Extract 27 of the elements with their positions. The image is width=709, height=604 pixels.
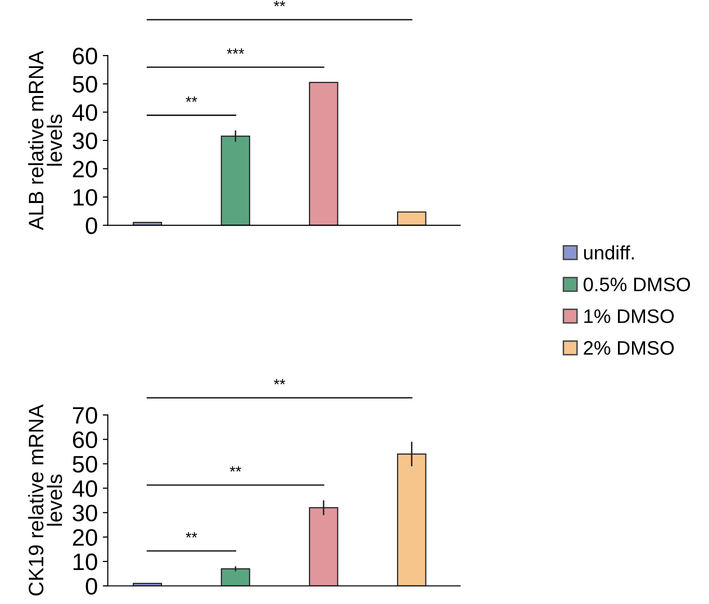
text: ** — [274, 379, 286, 384]
y-tick-label: 30 — [72, 504, 98, 522]
text: ** — [274, 0, 286, 6]
y-tick-label: 70 — [72, 407, 98, 424]
y-tick-label: 40 — [72, 104, 98, 121]
y-tick-label: 60 — [72, 431, 98, 448]
y-tick-label: 20 — [72, 160, 98, 178]
y-tick-label: 50 — [72, 456, 98, 473]
annotation: ** — [230, 466, 242, 472]
text: *** — [226, 48, 244, 54]
legend-label: 2% DMSO — [584, 341, 674, 355]
annotation: ** — [186, 96, 198, 102]
legend-label: 1% DMSO — [584, 309, 674, 324]
y-axis-title: CK19 relative mRNA levels — [28, 404, 62, 596]
y-tick-label: 20 — [72, 529, 98, 546]
legend-label: 0.5% DMSO — [584, 278, 690, 292]
y-tick-label: 50 — [72, 76, 98, 93]
y-tick-label: 0 — [86, 578, 98, 595]
y-tick-label: 40 — [72, 480, 98, 497]
y-tick-label: 10 — [74, 189, 98, 206]
legend-label: undiff. — [584, 245, 634, 260]
y-tick-label: 0 — [86, 217, 98, 234]
y-tick-label: 10 — [74, 554, 98, 570]
y-tick-label: 60 — [72, 48, 98, 64]
annotation: ** — [186, 532, 198, 538]
y-tick-label: 30 — [72, 132, 98, 150]
y-axis-title: ALB relative mRNA levels — [28, 50, 62, 230]
